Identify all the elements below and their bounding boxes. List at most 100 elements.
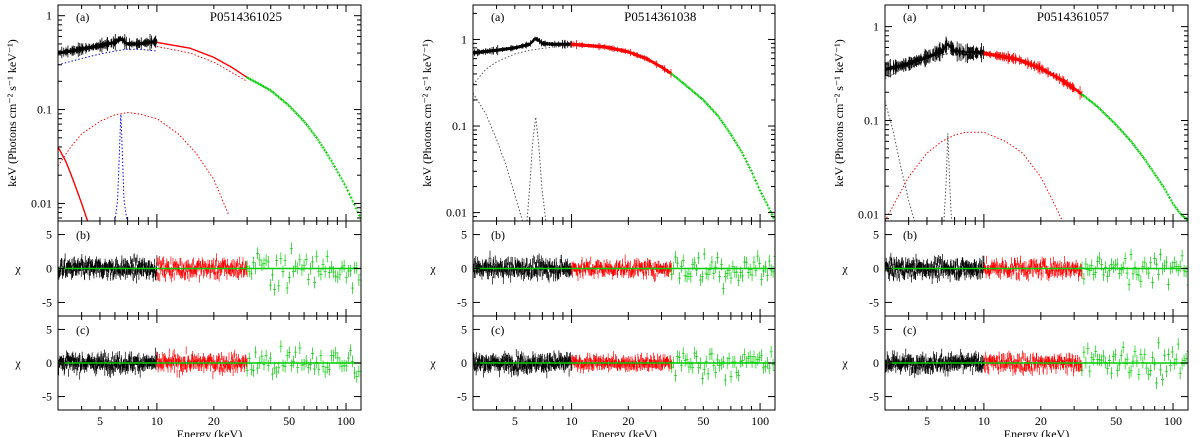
series-fe-line	[943, 133, 953, 221]
residual-points-2	[670, 248, 775, 295]
residual-plot-area	[58, 242, 361, 296]
spectrum-frame	[57, 4, 362, 222]
spectrum-plot-area	[885, 36, 1188, 221]
series-continuum	[58, 48, 157, 66]
series-data-low	[885, 36, 985, 78]
x-tick-label: 100	[337, 414, 355, 428]
series-continuum	[473, 45, 572, 86]
y-axis-label: keV (Photons cm⁻² s⁻¹ keV⁻¹)	[5, 39, 19, 187]
chart-panel-3: 1 0.1 0.01 (a) P0514361057 keV (Photons cm⁻² …	[832, 4, 1189, 437]
y-tick-label: 0.01	[858, 207, 879, 221]
series-soft-component	[473, 92, 524, 221]
x-tick-label: 100	[1164, 414, 1182, 428]
chart-panel-1: 1 0.1 0.01 (a) P0514361025 keV (Photons cm⁻² …	[5, 4, 362, 437]
panel-tag-c: (c)	[491, 323, 504, 337]
observation-id: P0514361038	[624, 9, 696, 24]
y-tick-label: 0	[46, 356, 52, 370]
chi-axis-label: χ	[14, 262, 21, 276]
panel-tag-c: (c)	[903, 323, 916, 337]
residual-points-1	[983, 255, 1083, 282]
y-tick-label: 0	[461, 262, 467, 276]
y-tick-label: 0	[873, 262, 879, 276]
x-tick-label: 50	[697, 414, 709, 428]
residual-points-0	[885, 348, 985, 378]
series-reflection	[58, 112, 230, 216]
residual-panel-b: 5 0 -5 (b) χ	[14, 220, 362, 317]
x-tick-label: 10	[566, 414, 578, 428]
chi-axis-label: χ	[14, 356, 21, 370]
x-tick-label: 5	[924, 414, 930, 428]
residual-panel-c: 5 0 -5 (c) χ	[841, 315, 1189, 411]
series-fe-line	[114, 114, 128, 221]
panel-tag-b: (b)	[76, 228, 90, 242]
x-axis-label: Energy (keV)	[177, 427, 242, 437]
y-tick-label: 0.01	[31, 196, 52, 210]
series-reflection	[885, 131, 1063, 221]
series-continuum	[885, 52, 984, 79]
y-tick-label: 1	[873, 20, 879, 34]
residual-points-1	[156, 253, 248, 283]
residual-points-2	[1080, 248, 1188, 291]
y-tick-label: -5	[457, 295, 467, 309]
y-tick-label: 5	[46, 228, 52, 242]
x-tick-label: 20	[1035, 414, 1047, 428]
y-tick-label: -5	[42, 295, 52, 309]
series-soft-component	[885, 101, 916, 221]
residual-plot-area	[473, 248, 775, 295]
residual-panel-c: 5 0 -5 (c) χ	[14, 315, 362, 411]
panel-tag-c: (c)	[76, 323, 89, 337]
series-data-low	[58, 33, 158, 59]
residual-plot-area	[473, 345, 775, 386]
series-data-mid	[571, 40, 673, 78]
series-fe-line	[526, 116, 547, 221]
y-tick-label: -5	[457, 390, 467, 404]
residual-points-2	[670, 345, 775, 386]
residual-panel-b: 5 0 -5 (b) χ	[429, 220, 776, 317]
observation-id: P0514361025	[210, 9, 282, 24]
y-tick-label: 0.1	[452, 119, 467, 133]
y-tick-label: 0.01	[446, 206, 467, 220]
y-tick-label: 0.1	[864, 114, 879, 128]
residual-panel-b: 5 0 -5 (b) χ	[841, 220, 1189, 317]
spectrum-plot-area	[58, 33, 361, 221]
y-tick-label: 5	[461, 228, 467, 242]
chi-axis-label: χ	[429, 262, 436, 276]
residual-plot-area	[58, 340, 361, 383]
y-axis-label: keV (Photons cm⁻² s⁻¹ keV⁻¹)	[420, 39, 434, 187]
series-data-mid	[156, 41, 248, 78]
series-data-low	[473, 36, 572, 57]
panel-tag-a: (a)	[491, 10, 504, 24]
x-axis-label: Energy (keV)	[591, 427, 656, 437]
x-tick-label: 10	[151, 414, 163, 428]
residual-points-0	[473, 250, 572, 285]
y-tick-label: 0	[46, 262, 52, 276]
series-data-high	[1080, 92, 1188, 221]
y-tick-label: 1	[46, 9, 52, 23]
x-tick-label: 5	[512, 414, 518, 428]
y-tick-label: 1	[461, 32, 467, 46]
y-tick-label: 5	[873, 228, 879, 242]
residual-points-2	[245, 340, 361, 383]
spectrum-frame	[472, 4, 776, 222]
panel-tag-a: (a)	[76, 10, 89, 24]
x-tick-label: 100	[751, 414, 769, 428]
y-axis-label: keV (Photons cm⁻² s⁻¹ keV⁻¹)	[832, 39, 846, 187]
series-data-mid	[983, 50, 1083, 100]
series-model-mid	[156, 46, 248, 82]
chart-panel-2: 1 0.1 0.01 (a) P0514361038 keV (Photons cm⁻² …	[420, 4, 776, 437]
x-tick-label: 50	[1110, 414, 1122, 428]
x-tick-label: 20	[622, 414, 634, 428]
x-axis-label: Energy (keV)	[1004, 427, 1069, 437]
spectrum-plot-area	[473, 36, 775, 221]
x-tick-label: 5	[97, 414, 103, 428]
residual-points-1	[156, 346, 248, 380]
x-tick-label: 50	[283, 414, 295, 428]
x-tick-label: 20	[208, 414, 220, 428]
panel-tag-b: (b)	[903, 228, 917, 242]
residual-plot-area	[885, 248, 1188, 291]
chi-axis-label: χ	[429, 356, 436, 370]
chi-axis-label: χ	[841, 356, 848, 370]
y-tick-label: -5	[869, 390, 879, 404]
spectrum-frame	[884, 4, 1189, 222]
